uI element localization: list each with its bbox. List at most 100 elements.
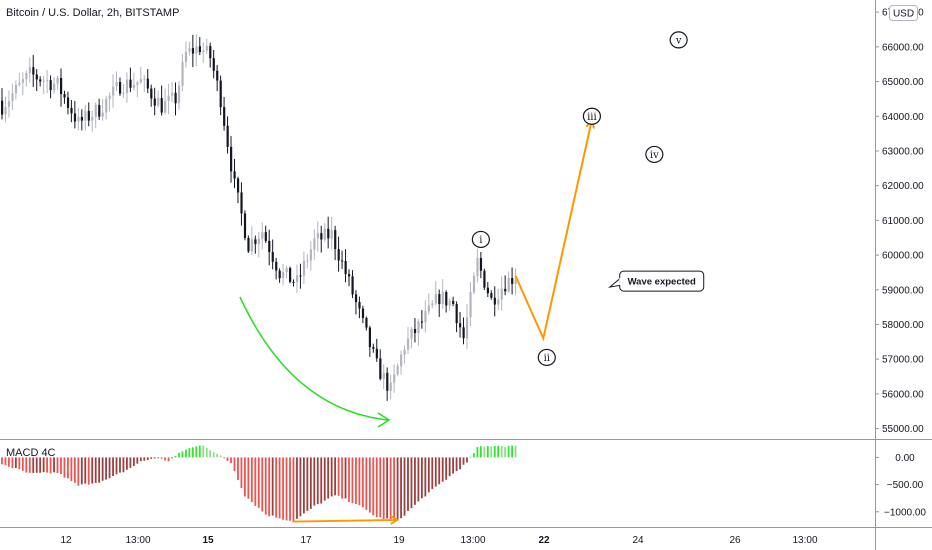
macd-bar (21, 457, 24, 471)
macd-bar (504, 446, 507, 458)
macd-bar (427, 457, 430, 493)
macd-bar (223, 457, 225, 459)
price-candle (4, 96, 7, 123)
price-candle (101, 99, 104, 121)
price-candle (493, 286, 496, 317)
price-candle (84, 104, 87, 131)
price-candle (434, 281, 437, 306)
price-candle (254, 235, 257, 254)
macd-bar (105, 457, 107, 480)
price-tick-label: 58000.00 (882, 320, 924, 331)
currency-badge[interactable]: USD (889, 5, 918, 21)
macd-bar (434, 457, 437, 487)
macd-bar (393, 457, 396, 521)
wave-label[interactable]: iv (645, 145, 664, 164)
price-candle (472, 272, 476, 295)
time-axis[interactable]: 12 13:00 15 17 19 13:00 22 24 26 13:00 (60, 535, 818, 546)
price-candle (382, 364, 385, 390)
price-candle (264, 225, 267, 244)
time-tick-label: 12 (60, 535, 72, 546)
price-tick-label: 55000.00 (882, 424, 924, 435)
price-candle (164, 88, 167, 115)
price-candle (195, 34, 198, 67)
price-candle (49, 75, 52, 99)
macd-bar (160, 457, 163, 459)
price-candle (497, 288, 500, 310)
macd-bar (181, 451, 184, 458)
price-candle (368, 325, 372, 357)
macd-bar (410, 457, 413, 509)
price-candle (278, 268, 281, 283)
macd-bar (334, 457, 337, 496)
price-candle (219, 75, 222, 116)
wave-label-text: ii (544, 353, 550, 364)
macd-bar (132, 457, 135, 467)
macd-bar (452, 457, 454, 474)
macd-bar (257, 457, 260, 508)
price-candle (174, 82, 177, 116)
wave-label[interactable]: iii (582, 107, 602, 125)
price-candle (39, 76, 42, 87)
price-candle (171, 82, 174, 103)
macd-bar (250, 457, 253, 503)
macd-bar (497, 445, 500, 458)
price-candle (132, 72, 136, 91)
macd-bar (25, 457, 28, 473)
macd-bar (375, 457, 378, 518)
price-candle (452, 296, 455, 307)
price-candle (21, 72, 25, 96)
price-scale[interactable]: 67000.0066000.0065000.0064000.0063000.00… (875, 8, 924, 435)
time-tick-label: 19 (393, 535, 405, 546)
price-candle (18, 72, 21, 87)
macd-scale[interactable]: 0.00 −500.00 −1000.00 (875, 453, 926, 518)
macd-title[interactable]: MACD 4C (6, 447, 56, 459)
price-tick-label: 65000.00 (882, 77, 924, 88)
price-candle (191, 34, 195, 68)
macd-divergence-line (293, 519, 398, 523)
wave-label-text: iv (650, 150, 659, 161)
price-candle (250, 226, 254, 256)
macd-bar (39, 457, 42, 473)
macd-bar (302, 457, 305, 514)
price-candle (504, 275, 507, 296)
price-candle (309, 241, 313, 271)
price-candle (230, 136, 233, 183)
macd-bar (87, 457, 90, 485)
time-tick-label: 26 (729, 535, 741, 546)
price-candle (257, 231, 260, 258)
price-candle (306, 254, 309, 269)
price-candle (125, 72, 129, 103)
macd-bar (178, 452, 180, 458)
price-candle (396, 363, 399, 377)
macd-bar (60, 457, 62, 475)
macd-tick-label: 0.00 (895, 453, 915, 464)
macd-bar (185, 449, 187, 458)
wave-label-text: iii (587, 112, 597, 123)
macd-tick-label: −1000.00 (884, 507, 926, 518)
price-candle (150, 84, 153, 107)
wave-label-text: v (675, 35, 682, 46)
wave-label[interactable]: v (669, 31, 688, 49)
macd-bar (486, 446, 489, 458)
wave-label[interactable]: i (471, 230, 490, 249)
wave-expected-callout[interactable]: Wave expected (607, 270, 705, 292)
macd-bar (94, 457, 97, 483)
macd-bar (46, 457, 49, 473)
macd-bar (167, 457, 170, 462)
price-candle (14, 80, 18, 100)
wave-label[interactable]: ii (537, 348, 556, 367)
macd-bar (150, 457, 153, 459)
symbol-title[interactable]: Bitcoin / U.S. Dollar, 2h, BITSTAMP (6, 7, 179, 19)
macd-bar (341, 457, 343, 499)
macd-bar (233, 457, 236, 472)
macd-bar (476, 447, 479, 458)
price-candle (129, 67, 132, 93)
macd-bar (514, 445, 517, 458)
macd-bar (490, 446, 493, 458)
macd-bar (455, 457, 458, 472)
price-candle (139, 66, 142, 84)
price-candle (469, 282, 472, 327)
macd-bar (129, 457, 132, 468)
